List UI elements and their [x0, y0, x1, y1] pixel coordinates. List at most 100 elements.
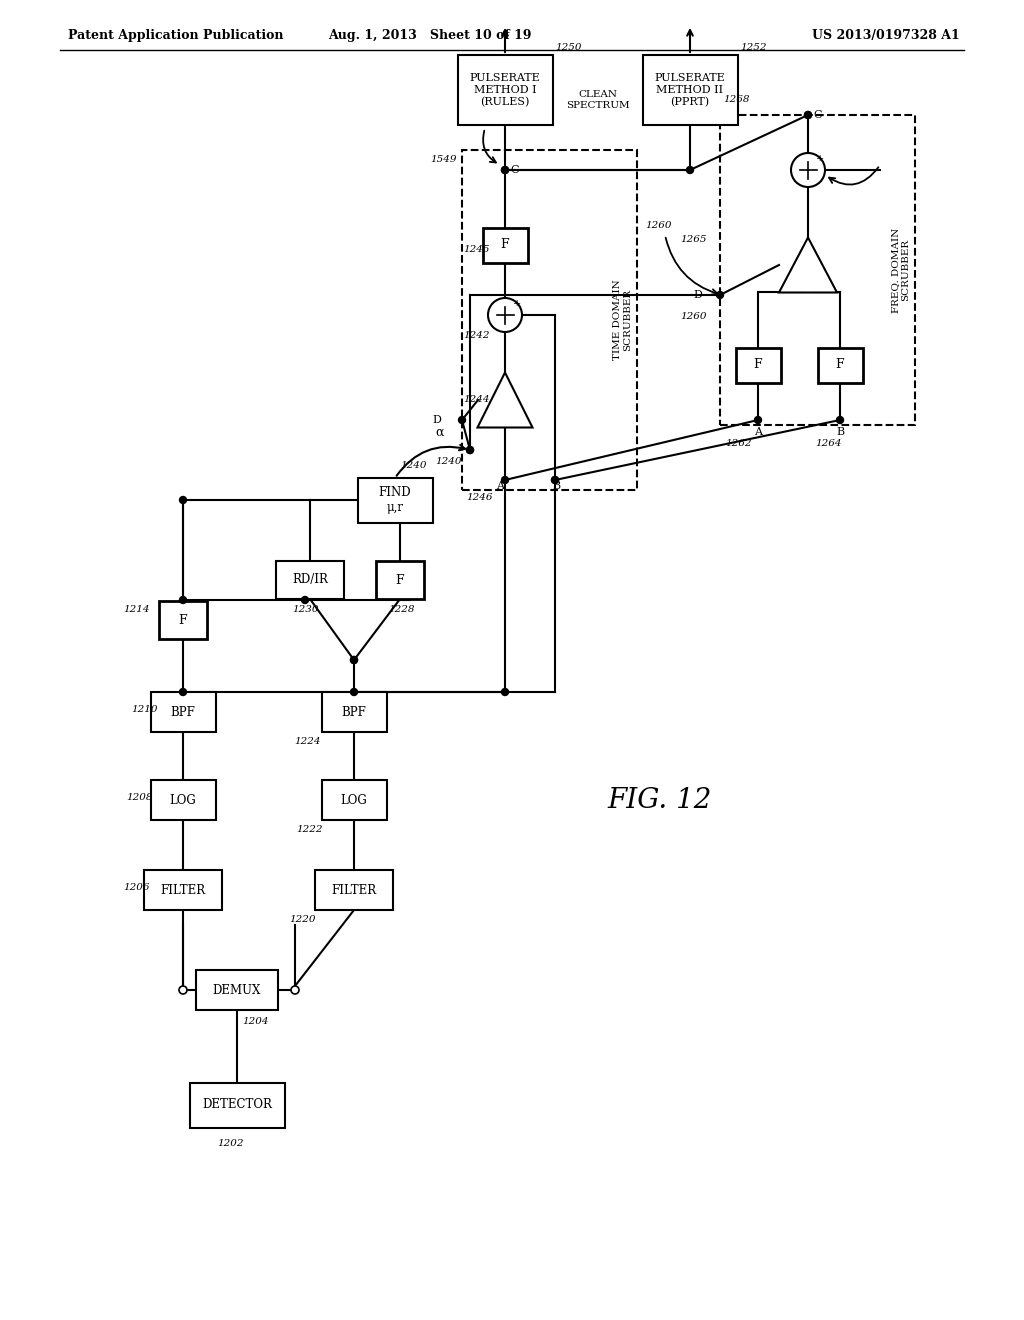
- Bar: [482, 227, 527, 263]
- Text: α: α: [436, 425, 444, 438]
- Bar: [458, 55, 553, 125]
- Text: 1222: 1222: [296, 825, 323, 834]
- Bar: [642, 55, 737, 125]
- Polygon shape: [779, 238, 837, 293]
- Circle shape: [350, 689, 357, 696]
- Circle shape: [291, 986, 299, 994]
- Text: LOG: LOG: [170, 793, 197, 807]
- Text: CLEAN
SPECTRUM: CLEAN SPECTRUM: [566, 90, 630, 110]
- Text: 1268: 1268: [723, 95, 750, 104]
- Bar: [276, 561, 344, 599]
- Text: DETECTOR: DETECTOR: [202, 1098, 272, 1111]
- Text: 1208: 1208: [126, 793, 153, 803]
- Circle shape: [755, 417, 762, 424]
- Circle shape: [717, 292, 724, 298]
- Text: F: F: [395, 573, 404, 586]
- Text: 1240: 1240: [400, 461, 427, 470]
- Bar: [720, 115, 915, 425]
- Circle shape: [552, 477, 558, 483]
- Text: A: A: [496, 480, 504, 491]
- Text: 1230: 1230: [292, 606, 318, 615]
- Text: F: F: [178, 614, 187, 627]
- Circle shape: [502, 689, 509, 696]
- Text: TIME DOMAIN
SCRUBBER: TIME DOMAIN SCRUBBER: [612, 280, 632, 360]
- Text: 1244: 1244: [463, 396, 489, 404]
- Text: FILTER: FILTER: [332, 883, 377, 896]
- Text: US 2013/0197328 A1: US 2013/0197328 A1: [812, 29, 961, 41]
- Text: 1265: 1265: [680, 235, 707, 243]
- Circle shape: [467, 446, 473, 454]
- Text: A: A: [754, 426, 762, 437]
- Bar: [144, 870, 222, 909]
- Text: 1228: 1228: [388, 606, 415, 615]
- Circle shape: [179, 496, 186, 503]
- Text: 1260: 1260: [645, 220, 672, 230]
- Text: B: B: [552, 480, 560, 491]
- Text: D: D: [693, 290, 702, 300]
- Text: B: B: [836, 426, 844, 437]
- Bar: [376, 561, 424, 599]
- Text: RD/IR: RD/IR: [292, 573, 328, 586]
- Text: 1246: 1246: [467, 494, 494, 503]
- Circle shape: [350, 656, 357, 664]
- Text: BPF: BPF: [171, 705, 196, 718]
- Bar: [151, 692, 215, 733]
- Circle shape: [502, 166, 509, 173]
- Bar: [151, 780, 215, 820]
- Text: 1245: 1245: [463, 246, 489, 255]
- Text: +: +: [816, 153, 824, 162]
- Text: C: C: [510, 165, 518, 176]
- Text: FIG. 12: FIG. 12: [608, 787, 712, 813]
- Text: 1242: 1242: [463, 330, 489, 339]
- Bar: [817, 347, 862, 383]
- Circle shape: [837, 417, 844, 424]
- Bar: [322, 692, 386, 733]
- Text: 1210: 1210: [131, 705, 158, 714]
- Circle shape: [488, 298, 522, 333]
- Text: 1224: 1224: [294, 738, 321, 747]
- Circle shape: [179, 689, 186, 696]
- Text: 1250: 1250: [555, 44, 582, 53]
- Text: PULSERATE
METHOD II
(PPRT): PULSERATE METHOD II (PPRT): [654, 73, 725, 107]
- Text: D: D: [432, 414, 441, 425]
- Text: 1202: 1202: [217, 1138, 244, 1147]
- Text: FREQ. DOMAIN
SCRUBBER: FREQ. DOMAIN SCRUBBER: [891, 227, 910, 313]
- Circle shape: [179, 597, 186, 603]
- Bar: [189, 1082, 285, 1127]
- Text: C: C: [813, 110, 821, 120]
- Text: 1206: 1206: [123, 883, 150, 892]
- Text: 1220: 1220: [289, 916, 315, 924]
- Bar: [735, 347, 780, 383]
- Bar: [462, 150, 637, 490]
- Text: +: +: [513, 298, 521, 308]
- Text: 1214: 1214: [123, 606, 150, 615]
- Text: Patent Application Publication: Patent Application Publication: [68, 29, 284, 41]
- Text: LOG: LOG: [341, 793, 368, 807]
- Text: 1260: 1260: [680, 312, 707, 321]
- Bar: [322, 780, 386, 820]
- Text: F: F: [501, 239, 509, 252]
- Bar: [315, 870, 393, 909]
- Text: Aug. 1, 2013   Sheet 10 of 19: Aug. 1, 2013 Sheet 10 of 19: [329, 29, 531, 41]
- Bar: [357, 478, 432, 523]
- Text: F: F: [836, 359, 845, 371]
- Text: F: F: [754, 359, 762, 371]
- Text: 1549: 1549: [430, 156, 457, 165]
- Text: BPF: BPF: [342, 705, 367, 718]
- Circle shape: [686, 166, 693, 173]
- Text: FILTER: FILTER: [161, 883, 206, 896]
- Bar: [159, 601, 207, 639]
- Circle shape: [805, 111, 811, 119]
- Text: 1262: 1262: [725, 438, 752, 447]
- Text: 1252: 1252: [740, 44, 767, 53]
- Text: 1264: 1264: [815, 438, 842, 447]
- Circle shape: [502, 477, 509, 483]
- Polygon shape: [477, 372, 532, 428]
- Circle shape: [350, 656, 357, 664]
- Text: 1204: 1204: [242, 1018, 268, 1027]
- Circle shape: [502, 166, 509, 173]
- Text: PULSERATE
METHOD I
(RULES): PULSERATE METHOD I (RULES): [470, 73, 541, 107]
- Circle shape: [459, 417, 466, 424]
- Text: DEMUX: DEMUX: [213, 983, 261, 997]
- Circle shape: [467, 446, 473, 454]
